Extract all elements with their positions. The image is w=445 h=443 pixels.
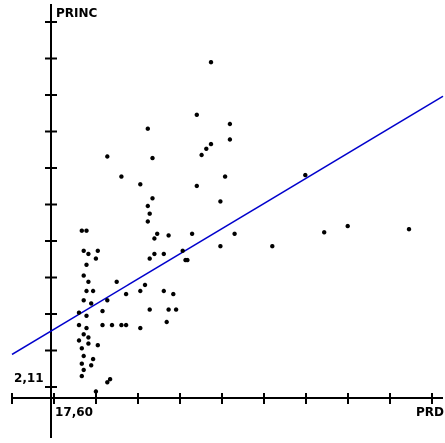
data-point (86, 341, 91, 346)
data-point (84, 228, 89, 233)
data-point (322, 230, 327, 235)
data-point (232, 231, 237, 236)
data-point (76, 322, 82, 328)
data-point (150, 155, 155, 161)
data-point (93, 389, 99, 394)
data-point (204, 146, 209, 151)
data-point (105, 380, 110, 385)
data-point (185, 257, 190, 263)
data-point (345, 223, 350, 229)
y-tick-label: 2,11 (14, 371, 44, 385)
y-axis-ticks (45, 21, 57, 388)
data-point (152, 251, 157, 257)
data-point (161, 288, 166, 294)
data-point (105, 298, 110, 303)
data-point (180, 248, 185, 253)
data-point (123, 322, 129, 328)
data-point (303, 172, 308, 178)
x-axis-label: PRD (416, 405, 444, 419)
regression-line (11, 95, 444, 356)
data-point (173, 307, 179, 312)
data-point (81, 332, 86, 337)
data-point (100, 322, 105, 328)
data-point (166, 233, 171, 238)
data-point (145, 126, 150, 131)
data-point (90, 356, 96, 362)
data-point (123, 291, 129, 297)
data-point (142, 282, 148, 288)
data-point (81, 353, 86, 359)
data-point (152, 236, 157, 241)
data-point (95, 248, 101, 253)
data-point (79, 346, 85, 351)
x-axis: PRD 17,60 (11, 393, 444, 419)
data-point (138, 288, 143, 294)
data-point (107, 377, 113, 382)
data-point (166, 307, 171, 312)
data-point (161, 251, 166, 257)
data-point (150, 196, 155, 201)
x-tick-label: 17,60 (55, 405, 93, 419)
data-points (76, 60, 412, 394)
data-point (86, 335, 91, 340)
data-point (81, 367, 86, 373)
data-point (145, 203, 150, 209)
y-axis: PRINC 2,11 (14, 4, 98, 438)
data-point (89, 363, 94, 368)
data-point (227, 137, 233, 142)
data-point (84, 288, 89, 294)
data-point (222, 174, 228, 179)
data-point (84, 313, 89, 318)
data-point (218, 199, 223, 204)
data-point (194, 112, 199, 118)
data-point (109, 322, 115, 328)
data-point (189, 231, 195, 236)
data-point (119, 322, 124, 328)
data-point (95, 343, 101, 348)
data-point (79, 373, 85, 379)
data-point (147, 211, 152, 216)
data-point (90, 288, 96, 294)
data-point (79, 228, 85, 233)
data-point (76, 338, 82, 343)
data-point (100, 308, 105, 314)
data-point (86, 251, 91, 257)
data-point (208, 60, 214, 65)
data-point (199, 152, 204, 158)
data-point (208, 141, 214, 147)
data-point (406, 227, 412, 232)
data-point (270, 244, 275, 249)
data-point (155, 231, 160, 236)
data-point (119, 174, 124, 179)
data-point (138, 325, 143, 331)
data-point (114, 279, 119, 284)
data-point (93, 256, 99, 261)
data-point (194, 183, 199, 189)
data-point (164, 319, 169, 325)
data-point (86, 279, 91, 284)
data-point (76, 310, 82, 315)
data-point (218, 244, 223, 249)
x-axis-ticks (11, 393, 433, 404)
data-point (138, 182, 143, 187)
data-point (81, 273, 86, 278)
data-point (89, 301, 94, 306)
data-point (145, 219, 150, 224)
data-point (79, 361, 85, 366)
data-point (84, 262, 89, 267)
data-point (171, 291, 176, 297)
data-point (84, 325, 89, 331)
data-point (147, 256, 152, 261)
data-point (81, 298, 86, 303)
data-point (147, 307, 152, 312)
y-axis-label: PRINC (56, 6, 98, 20)
data-point (81, 248, 86, 253)
data-point (105, 154, 110, 159)
data-point (227, 121, 233, 127)
